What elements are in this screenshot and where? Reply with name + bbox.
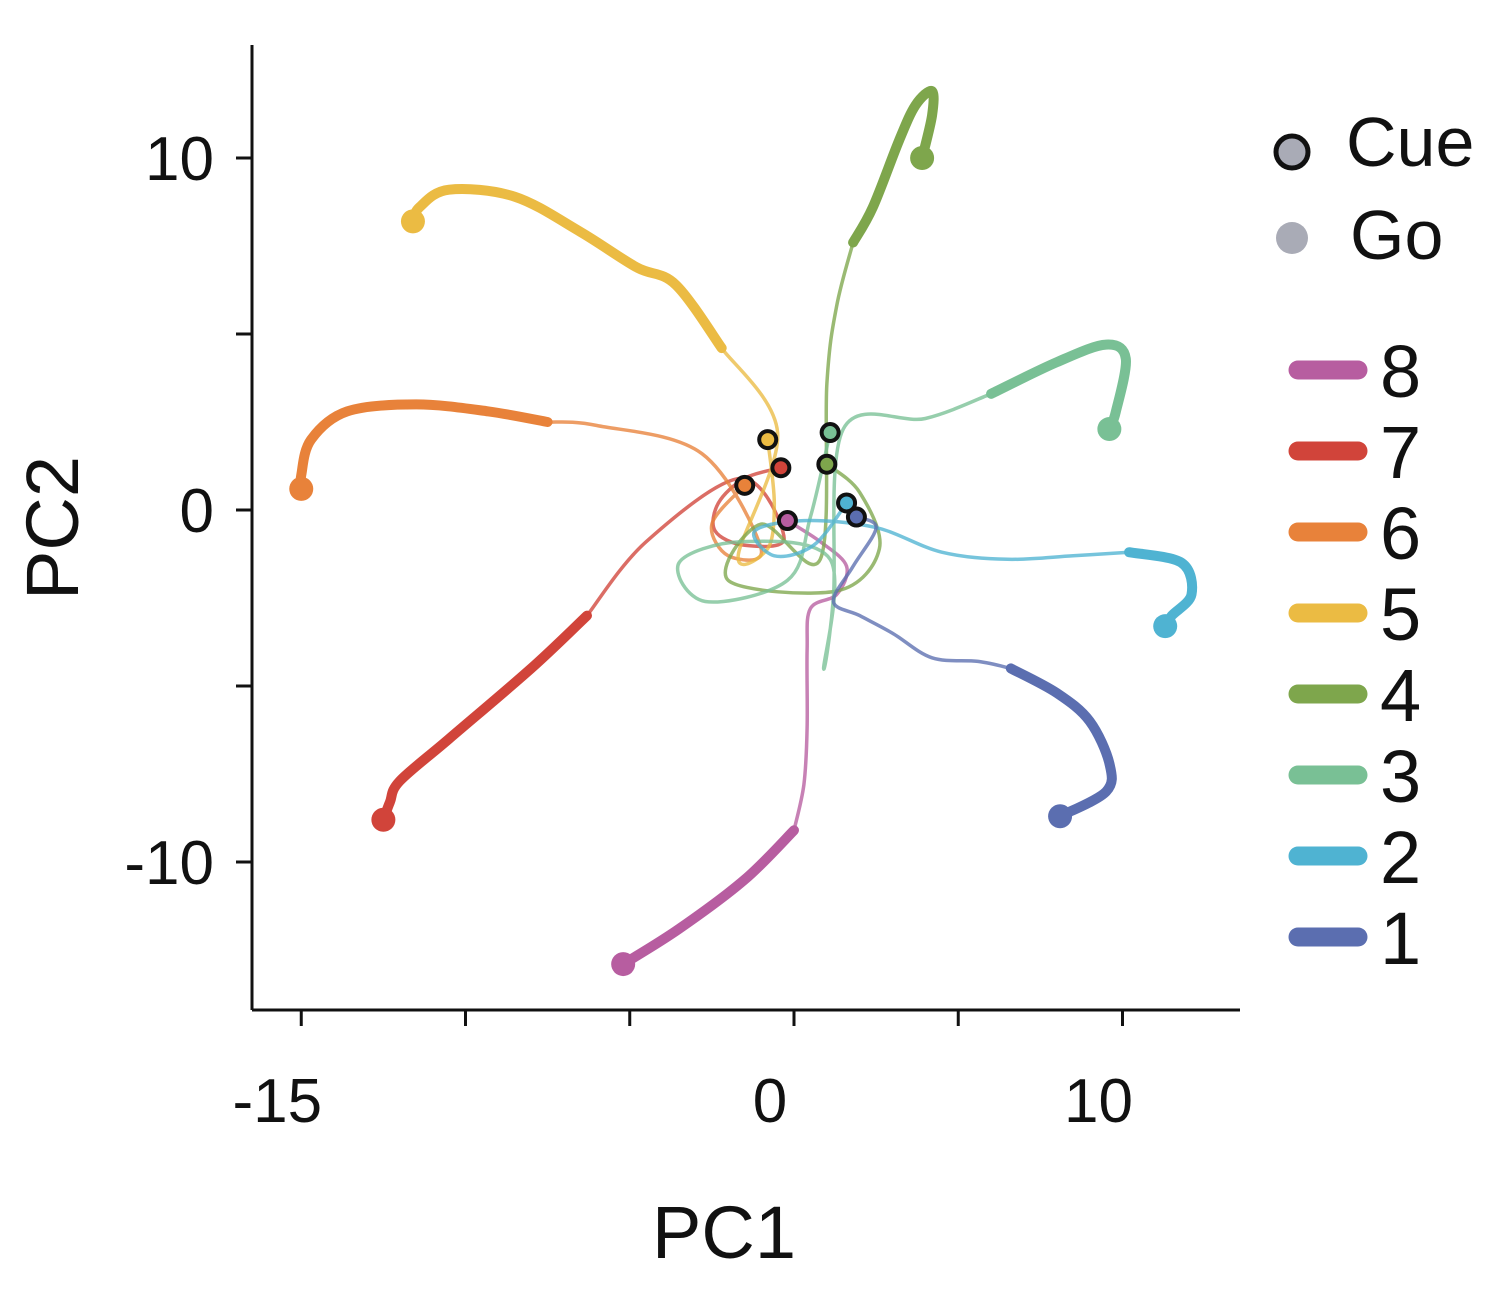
series-6-movement-line xyxy=(295,399,553,494)
series-1-go-marker xyxy=(1048,804,1073,829)
x-axis-label: PC1 xyxy=(652,1191,796,1274)
y-tick-label: -10 xyxy=(124,829,214,898)
series-7-movement-line xyxy=(378,610,592,825)
legend-label-2: 2 xyxy=(1380,816,1421,899)
x-tick-label: 0 xyxy=(753,1067,787,1136)
series-5-cue-marker xyxy=(757,429,779,451)
legend-cue-label: Cue xyxy=(1346,103,1474,181)
series-1-delay-line xyxy=(831,515,1013,671)
series-2-cue-marker xyxy=(836,492,858,514)
series-8-cue-marker xyxy=(776,510,798,532)
series-3-delay-line xyxy=(675,392,993,671)
series-1-cue-marker xyxy=(845,506,867,528)
x-tick-label: -15 xyxy=(232,1067,322,1136)
series-6-cue-marker xyxy=(734,474,756,496)
y-tick-label: 10 xyxy=(145,125,214,194)
series-8-go-marker xyxy=(611,952,636,977)
series-4-delay-line xyxy=(723,240,882,595)
endpoint-markers-group xyxy=(289,146,1178,977)
series-2-delay-line xyxy=(751,501,1131,562)
series-1-movement-line xyxy=(1005,663,1117,822)
series-3-movement-line xyxy=(986,339,1131,434)
legend-label-5: 5 xyxy=(1380,573,1421,656)
series-5-go-marker xyxy=(400,209,425,234)
legend-label-1: 1 xyxy=(1380,897,1421,980)
series-5-movement-line xyxy=(407,184,727,354)
series-8-movement-line xyxy=(618,825,799,970)
series-7-go-marker xyxy=(371,807,396,832)
series-5-delay-line xyxy=(719,346,780,567)
series-3-cue-marker xyxy=(819,422,841,444)
series-6-go-marker xyxy=(289,476,314,501)
series-4-go-marker xyxy=(910,146,935,170)
series-7-cue-marker xyxy=(770,457,792,479)
y-tick-label: 0 xyxy=(180,477,214,546)
legend-cue-marker xyxy=(1273,133,1311,171)
axes-group: -15 0 10 -10 0 10 xyxy=(124,45,1240,1136)
series-2-go-marker xyxy=(1153,614,1178,639)
legend-go-label: Go xyxy=(1350,196,1443,274)
trajectory-series-group xyxy=(295,85,1198,970)
series-3-go-marker xyxy=(1097,417,1122,442)
legend-label-6: 6 xyxy=(1380,492,1421,575)
legend-label-4: 4 xyxy=(1380,654,1421,737)
series-4-cue-marker xyxy=(816,453,838,475)
x-tick-label: 10 xyxy=(1064,1067,1133,1136)
series-6-delay-line xyxy=(545,420,764,562)
series-4-movement-line xyxy=(848,85,939,248)
y-axis-label: PC2 xyxy=(11,456,94,600)
legend-label-8: 8 xyxy=(1380,330,1421,413)
series-8-delay-line xyxy=(785,518,849,833)
legend-label-3: 3 xyxy=(1380,735,1421,818)
legend-label-7: 7 xyxy=(1380,411,1421,494)
legend-go-marker xyxy=(1276,222,1308,254)
